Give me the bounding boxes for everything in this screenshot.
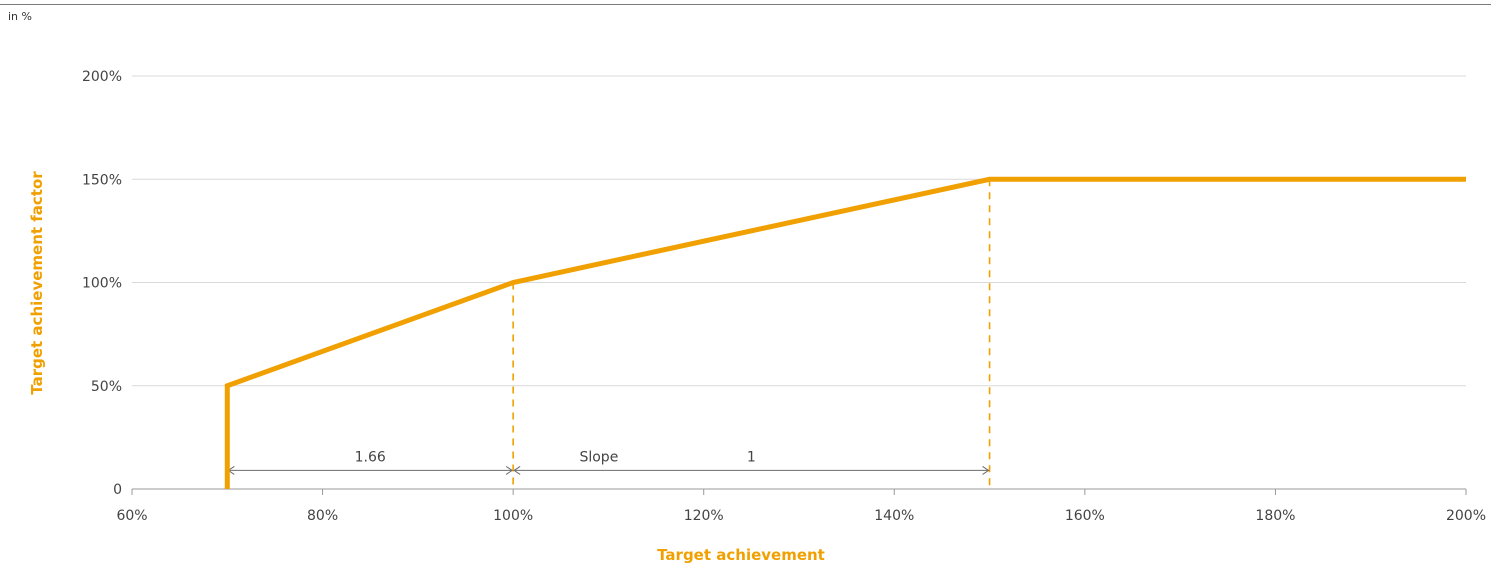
x-tick-label: 120% xyxy=(684,508,724,524)
x-tick-label: 180% xyxy=(1255,508,1295,524)
series xyxy=(224,176,1466,489)
x-tick-label: 140% xyxy=(874,508,914,524)
dimension-arrow-left xyxy=(513,465,521,475)
tick-labels: 0 50% 100% 150% 200% 60% 80% 100% 120% 140% 160% 18… xyxy=(82,69,1486,524)
y-tick-label: 100% xyxy=(82,276,122,292)
top-rule xyxy=(0,4,1491,5)
annotation-label: 1.66 xyxy=(355,449,386,465)
grid-lines xyxy=(132,75,1466,387)
annotation-label: 1 xyxy=(747,449,756,465)
annotation-label: Slope xyxy=(579,449,618,465)
y-tick-label: 200% xyxy=(82,69,122,85)
dimension-arrow-right xyxy=(982,465,990,475)
y-axis-title: Target achievement factor xyxy=(28,171,46,395)
series-line xyxy=(224,176,1466,489)
x-tick-label: 200% xyxy=(1446,508,1486,524)
unit-label: in % xyxy=(8,10,32,23)
reference-lines xyxy=(512,179,991,489)
x-tick-label: 80% xyxy=(307,508,338,524)
x-tick-label: 100% xyxy=(493,508,533,524)
x-tick-label: 60% xyxy=(116,508,147,524)
annotations: 1.66 Slope 1 xyxy=(227,449,990,475)
y-tick-label: 150% xyxy=(82,172,122,188)
dimension-arrow-right xyxy=(505,465,514,475)
x-axis-title: Target achievement xyxy=(657,546,825,564)
y-tick-label: 50% xyxy=(91,379,122,395)
x-tick-label: 160% xyxy=(1065,508,1105,524)
y-tick-label: 0 xyxy=(113,482,122,498)
x-axis xyxy=(131,488,1467,495)
